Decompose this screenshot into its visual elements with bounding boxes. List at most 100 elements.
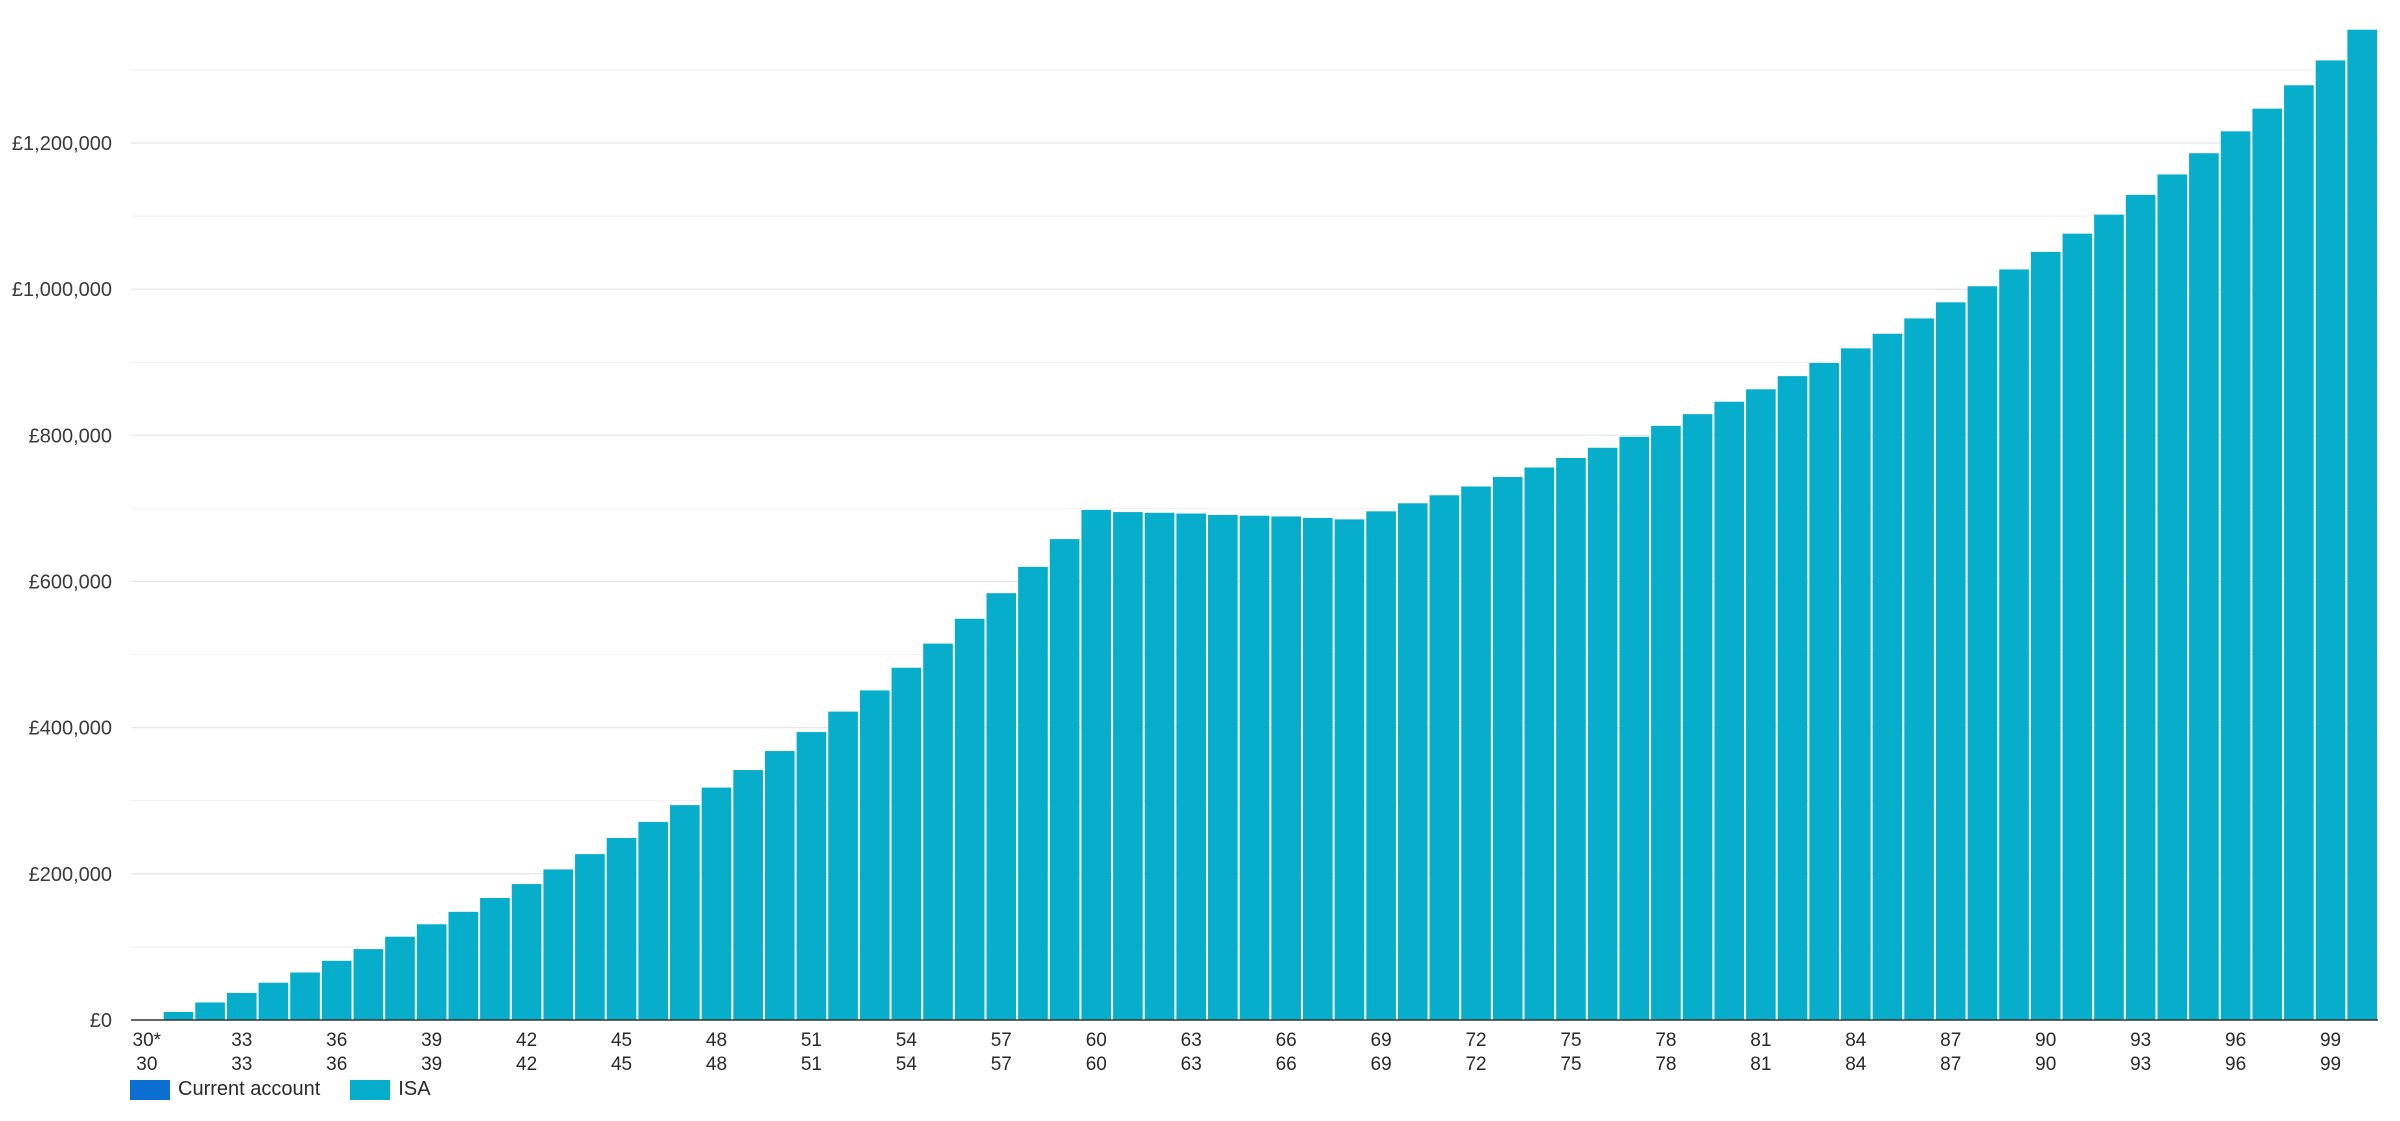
bar-isa[interactable] [2220,131,2251,1021]
bar-isa[interactable] [954,618,985,1020]
bar-isa[interactable] [1809,362,1839,1020]
x-tick-label: 75 [1560,1030,1581,1051]
bar-isa[interactable] [1081,509,1112,1020]
bar-isa[interactable] [828,711,858,1020]
bar-isa[interactable] [701,787,732,1020]
bar-isa[interactable] [1334,519,1365,1020]
x-tick-label-secondary: 57 [991,1054,1012,1075]
bar-isa[interactable] [606,838,637,1020]
bar-isa[interactable] [1397,503,1428,1020]
bar-isa[interactable] [1872,333,1903,1020]
x-tick-label-secondary: 60 [1086,1054,1107,1075]
bar-isa[interactable] [733,770,763,1020]
x-tick-label: 72 [1465,1030,1486,1051]
bar-isa[interactable] [1018,566,1048,1020]
bar-isa[interactable] [1714,401,1745,1021]
bar-isa[interactable] [1651,425,1681,1020]
bar-isa[interactable] [1176,513,1207,1020]
bar-isa[interactable] [1746,389,1776,1020]
bar-isa[interactable] [1239,515,1270,1020]
bar-isa[interactable] [796,732,827,1020]
bar-isa[interactable] [258,982,289,1020]
bar-isa[interactable] [2284,85,2314,1021]
bar-isa[interactable] [163,1011,194,1020]
bar-isa[interactable] [2252,108,2283,1021]
x-tick-label: 48 [706,1030,727,1051]
bar-isa[interactable] [543,869,574,1020]
bar-isa[interactable] [2157,174,2188,1020]
bar-isa[interactable] [923,643,953,1020]
x-tick-label: 87 [1940,1030,1961,1051]
bar-isa[interactable] [2125,194,2156,1020]
x-tick-label-secondary: 48 [706,1054,727,1075]
bar-isa[interactable] [1935,302,1966,1020]
legend-swatch-isa [350,1079,391,1100]
x-tick-label: 93 [2130,1030,2151,1051]
bar-isa[interactable] [448,911,479,1020]
x-tick-label: 33 [231,1030,252,1051]
bar-isa[interactable] [1492,476,1523,1020]
bar-isa[interactable] [2062,233,2093,1020]
y-tick-label: £800,000 [29,425,112,447]
bar-isa[interactable] [1556,457,1586,1021]
bar-isa[interactable] [638,821,669,1020]
bar-isa[interactable] [1524,467,1555,1020]
bar-isa[interactable] [1904,318,1934,1020]
x-tick-label-secondary: 75 [1560,1054,1581,1075]
bar-isa[interactable] [353,949,384,1020]
bar-isa[interactable] [416,924,447,1020]
x-tick-label-secondary: 93 [2130,1054,2151,1075]
bar-isa[interactable] [2094,214,2124,1020]
bar-isa[interactable] [2189,153,2219,1020]
bar-isa[interactable] [1366,511,1396,1020]
x-tick-label: 66 [1276,1030,1297,1051]
bar-isa[interactable] [764,751,795,1020]
bar-isa[interactable] [1840,348,1871,1021]
legend: Current account ISA [130,1078,431,1101]
x-tick-label: 63 [1181,1030,1202,1051]
bar-isa[interactable] [511,884,542,1020]
legend-item-isa[interactable]: ISA [350,1078,431,1101]
y-tick-label: £1,200,000 [12,133,112,155]
bar-isa[interactable] [575,854,605,1020]
bar-isa[interactable] [1208,514,1238,1020]
bar-isa[interactable] [1144,512,1175,1020]
legend-label-isa: ISA [398,1078,431,1100]
bar-isa[interactable] [195,1002,225,1020]
bar-isa[interactable] [1271,516,1301,1020]
bar-isa[interactable] [1777,376,1808,1020]
x-tick-label: 69 [1371,1030,1392,1051]
bar-isa[interactable] [1999,269,2029,1020]
bar-isa[interactable] [385,936,415,1020]
bar-isa[interactable] [859,690,890,1020]
bar-isa[interactable] [1113,512,1143,1020]
bar-isa[interactable] [321,960,352,1020]
bar-isa[interactable] [1302,517,1333,1020]
x-tick-label-secondary: 69 [1371,1054,1392,1075]
bar-isa[interactable] [1429,495,1460,1020]
y-tick-label: £400,000 [29,718,112,740]
bar-isa[interactable] [2347,29,2377,1021]
bar-isa[interactable] [290,972,320,1020]
bar-isa[interactable] [1587,447,1618,1020]
x-tick-label-secondary: 45 [611,1054,632,1075]
bar-isa[interactable] [670,805,700,1020]
bar-isa[interactable] [2030,251,2061,1020]
bar-isa[interactable] [1682,414,1713,1020]
bar-isa[interactable] [1619,436,1650,1020]
x-tick-label-secondary: 78 [1655,1054,1676,1075]
bar-isa[interactable] [226,992,257,1020]
bar-isa[interactable] [2315,60,2346,1020]
bar-isa[interactable] [1461,486,1491,1020]
bar-isa[interactable] [480,897,510,1020]
bar-isa[interactable] [1967,286,1998,1020]
y-tick-label: £200,000 [29,864,112,886]
bar-isa[interactable] [1049,539,1080,1020]
bar-isa[interactable] [891,667,922,1020]
tick-labels: £0 £200,000 £400,000 £600,000 £800,000 £1,000… [12,133,2341,1075]
x-tick-label: 81 [1750,1030,1771,1051]
bar-isa[interactable] [986,593,1017,1020]
legend-item-current-account[interactable]: Current account [130,1078,320,1101]
x-tick-label-secondary: 99 [2320,1054,2341,1075]
